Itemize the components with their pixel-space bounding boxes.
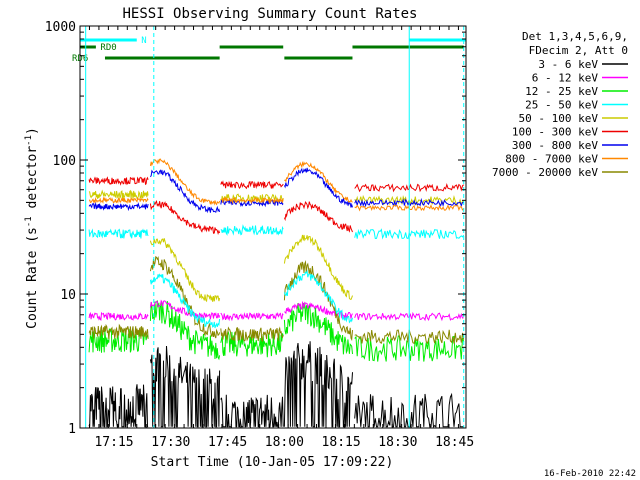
y-tick-label: 10 — [60, 288, 76, 303]
timestamp: 16-Feb-2010 22:42 — [544, 469, 636, 479]
y-tick-label: 1 — [68, 422, 76, 437]
y-label-end: ) — [25, 127, 40, 135]
series-line-8 — [88, 255, 465, 345]
series-line-7 — [88, 158, 465, 212]
y-tick-label: 1000 — [45, 20, 76, 35]
y-label-sup-2: -1 — [24, 135, 34, 146]
legend-item-label: 25 - 50 keV — [525, 99, 598, 112]
y-label-mid: detector — [25, 146, 40, 217]
y-label-sup-1: -1 — [24, 216, 34, 227]
plot-series — [88, 158, 465, 428]
y-label-main: Count Rate (s — [25, 227, 40, 329]
flag-n-label: N — [141, 36, 146, 46]
legend-item-label: 800 - 7000 keV — [505, 153, 598, 166]
series-line-5 — [88, 176, 465, 236]
legend-item-label: 100 - 300 keV — [512, 126, 598, 139]
plot-axes: 1 10 100 1000 17:15 17:30 17:45 18:00 18:15 18:30… — [45, 20, 475, 450]
series-line-4 — [88, 189, 464, 303]
y-tick-label: 100 — [53, 154, 76, 169]
legend-item-label: 300 - 800 keV — [512, 139, 598, 152]
legend-item-label: 12 - 25 keV — [525, 85, 598, 98]
chart-title: HESSI Observing Summary Count Rates — [122, 6, 417, 22]
series-line-6 — [88, 167, 464, 214]
legend-item-label: 6 - 12 keV — [532, 72, 599, 85]
x-tick-label: 17:45 — [208, 435, 247, 450]
legend-header-2: FDecim 2, Att 0 — [529, 44, 628, 57]
x-tick-label: 17:15 — [94, 435, 133, 450]
x-tick-label: 18:30 — [378, 435, 417, 450]
x-tick-label: 18:00 — [265, 435, 304, 450]
series-line-3 — [88, 224, 465, 329]
y-axis-label: Count Rate (s-1 detector-1) — [24, 127, 40, 329]
plot-frame — [79, 25, 467, 429]
legend-item-label: 50 - 100 keV — [519, 112, 599, 125]
series-line-2 — [88, 300, 465, 362]
x-tick-label: 18:45 — [435, 435, 474, 450]
flag-rd0-label: RD0 — [100, 43, 116, 53]
series-line-0 — [88, 341, 464, 428]
legend-header-1: Det 1,3,4,5,6,9, — [522, 30, 628, 43]
x-tick-label: 17:30 — [151, 435, 190, 450]
legend-item-label: 7000 - 20000 keV — [492, 166, 598, 179]
series-line-1 — [88, 299, 464, 322]
legend-item-label: 3 - 6 keV — [538, 58, 598, 71]
x-tick-label: 18:15 — [322, 435, 361, 450]
x-axis-label: Start Time (10-Jan-05 17:09:22) — [151, 455, 394, 470]
legend: Det 1,3,4,5,6,9,FDecim 2, Att 03 - 6 keV… — [492, 30, 628, 179]
